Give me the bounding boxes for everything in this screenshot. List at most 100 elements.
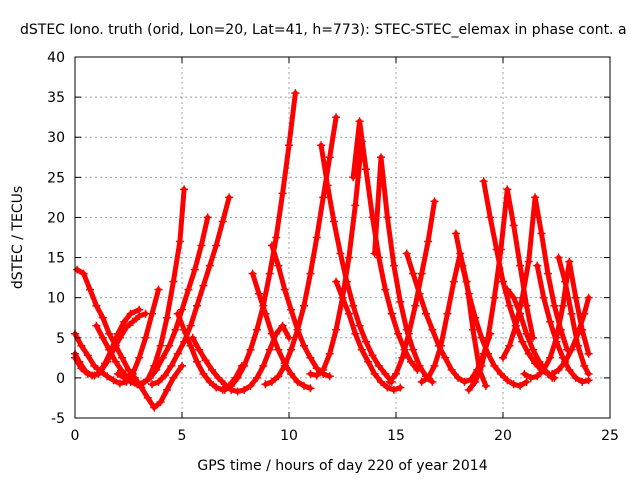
- data-point: [278, 321, 287, 330]
- data-point: [274, 261, 283, 270]
- data-point: [163, 313, 171, 322]
- data-point: [111, 357, 120, 366]
- data-series: [113, 213, 212, 389]
- data-point: [197, 241, 206, 250]
- data-point: [287, 305, 296, 314]
- data-point: [392, 369, 400, 378]
- data-point: [325, 349, 334, 358]
- data-series: [554, 253, 593, 378]
- plot-frame: [74, 56, 611, 419]
- data-point: [225, 193, 234, 202]
- data-point: [533, 261, 542, 270]
- data-point: [169, 277, 178, 286]
- data-point: [407, 357, 415, 366]
- data-series: [73, 265, 186, 412]
- data-point: [186, 321, 195, 330]
- data-point: [522, 377, 531, 386]
- data-point: [490, 361, 499, 370]
- data-point: [387, 309, 396, 318]
- data-point: [220, 385, 229, 394]
- data-point: [272, 233, 281, 242]
- data-point: [571, 293, 580, 302]
- data-point: [227, 381, 236, 390]
- data-point: [389, 261, 398, 270]
- data-point: [492, 245, 501, 254]
- data-point: [325, 153, 334, 162]
- data-point: [329, 217, 338, 226]
- data-point: [516, 261, 525, 270]
- data-point: [404, 329, 413, 338]
- series-trace: [222, 90, 298, 393]
- data-point: [319, 365, 328, 374]
- data-point: [287, 369, 296, 378]
- data-point: [411, 301, 420, 310]
- data-point: [385, 377, 394, 386]
- data-point: [479, 177, 488, 186]
- x-tick-label: 20: [494, 428, 512, 444]
- data-point: [546, 317, 555, 326]
- data-point: [287, 345, 296, 354]
- data-point: [424, 373, 433, 382]
- data-point: [77, 341, 86, 350]
- data-point: [180, 337, 189, 346]
- data-point: [158, 353, 167, 362]
- data-point: [428, 325, 437, 334]
- data-point: [464, 289, 473, 298]
- data-series: [220, 89, 300, 394]
- data-point: [499, 277, 507, 286]
- data-point: [163, 385, 171, 394]
- data-point: [145, 373, 154, 382]
- data-point: [312, 364, 321, 373]
- data-point: [469, 325, 477, 334]
- data-point: [154, 285, 163, 294]
- data-point: [135, 305, 144, 314]
- data-point: [561, 277, 570, 286]
- data-point: [580, 361, 589, 370]
- data-point: [484, 333, 492, 342]
- data-point: [546, 353, 555, 362]
- data-point: [203, 213, 212, 222]
- data-point: [186, 341, 195, 350]
- y-axis-label: dSTEC / TECUs: [10, 186, 26, 289]
- data-point: [374, 361, 383, 370]
- data-point: [156, 398, 165, 406]
- data-point: [520, 369, 529, 378]
- data-point: [364, 357, 373, 366]
- data-point: [496, 369, 505, 378]
- data-point: [490, 293, 499, 302]
- data-point: [430, 361, 439, 370]
- data-point: [332, 277, 341, 286]
- data-point: [351, 329, 360, 338]
- data-point: [460, 377, 469, 386]
- data-point: [205, 377, 214, 386]
- data-point: [571, 373, 580, 382]
- data-point: [113, 369, 122, 378]
- series-trace: [263, 114, 339, 387]
- data-point: [381, 369, 390, 378]
- data-point: [580, 309, 589, 318]
- data-point: [173, 309, 182, 318]
- data-point: [458, 261, 467, 270]
- x-tick-label: 0: [71, 428, 80, 444]
- data-point: [103, 372, 112, 381]
- data-point: [567, 345, 576, 354]
- data-point: [152, 365, 161, 374]
- data-point: [505, 341, 514, 350]
- data-point: [505, 301, 514, 310]
- data-point: [584, 293, 593, 302]
- data-point: [317, 141, 326, 150]
- data-point: [218, 217, 227, 226]
- data-point: [165, 341, 174, 350]
- data-point: [554, 365, 563, 374]
- y-tick-label: 15: [47, 251, 65, 267]
- data-point: [503, 285, 512, 294]
- data-point: [90, 361, 99, 370]
- data-point: [539, 365, 548, 374]
- data-point: [212, 241, 221, 250]
- data-point: [377, 377, 385, 386]
- data-point: [88, 371, 97, 380]
- data-point: [124, 365, 133, 374]
- data-point: [280, 285, 289, 294]
- data-point: [267, 329, 276, 338]
